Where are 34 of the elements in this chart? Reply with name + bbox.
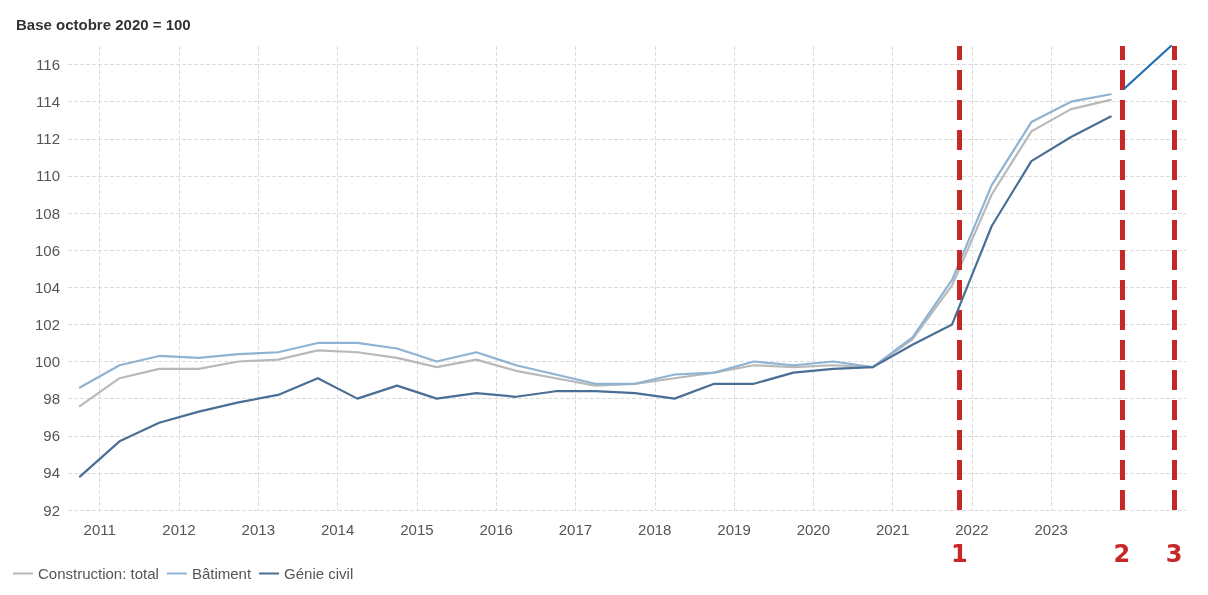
text: 3 xyxy=(1165,540,1183,568)
text: 1 xyxy=(950,540,968,568)
x-tick-label: 2022 xyxy=(955,521,989,538)
x-tick-label: 2015 xyxy=(400,521,434,538)
y-tick-label: 112 xyxy=(36,130,60,148)
y-tick-label: 96 xyxy=(43,427,60,445)
y-tick-label: 100 xyxy=(34,353,60,371)
y-axis-title: Base octobre 2020 = 100 xyxy=(16,16,191,33)
x-tick-label: 2021 xyxy=(875,521,910,538)
line-series xyxy=(78,115,1112,478)
y-tick-label: 114 xyxy=(36,93,60,111)
legend-label: Construction: total xyxy=(38,565,159,582)
x-tick-label: 2012 xyxy=(162,521,196,538)
x-tick-label: 2014 xyxy=(320,521,355,538)
x-tick-label: 2016 xyxy=(479,521,513,538)
y-tick-label: 104 xyxy=(34,278,60,296)
x-tick-label: 2013 xyxy=(241,521,275,538)
y-tick-label: 94 xyxy=(43,464,60,482)
x-tick-label: 2011 xyxy=(83,521,116,538)
y-tick-label: 110 xyxy=(36,167,60,185)
x-tick-label: 2020 xyxy=(796,521,831,538)
y-tick-label: 116 xyxy=(36,56,60,74)
y-tick-label: 106 xyxy=(34,241,60,259)
x-tick-label: 2023 xyxy=(1034,521,1068,538)
y-tick-label: 108 xyxy=(34,204,60,222)
x-tick-label: 2017 xyxy=(558,521,593,538)
x-tick-label: 2019 xyxy=(717,521,751,538)
text: 2 xyxy=(1113,540,1131,568)
y-tick-label: 98 xyxy=(43,390,60,408)
x-tick-label: 2018 xyxy=(638,521,672,538)
y-tick-label: 102 xyxy=(34,315,60,333)
legend-label: Bâtiment xyxy=(191,565,252,582)
legend-label: Génie civil xyxy=(284,565,354,582)
y-tick-label: 92 xyxy=(43,501,60,519)
